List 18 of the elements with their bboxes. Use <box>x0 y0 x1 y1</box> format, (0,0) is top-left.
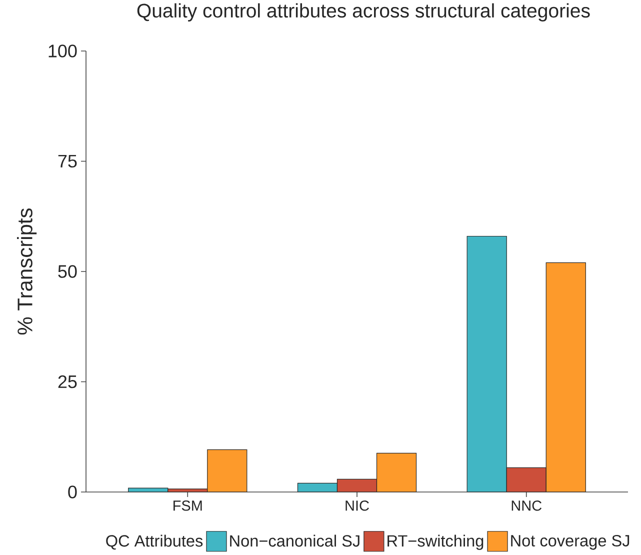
chart-title: Quality control attributes across structural categories <box>137 3 590 22</box>
bar <box>298 483 338 492</box>
bar <box>506 467 546 492</box>
y-axis-title: % Transcripts <box>17 208 37 335</box>
legend-label: Not coverage SJ <box>511 534 630 550</box>
bar <box>337 479 377 492</box>
legend-label: Non−canonical SJ <box>230 534 360 547</box>
legend-label: RT−switching <box>388 534 484 550</box>
y-tick-label: 50 <box>58 265 77 278</box>
y-tick-label: 100 <box>48 44 77 58</box>
y-tick-label: 0 <box>68 486 77 498</box>
x-tick-label: FSM <box>174 500 202 511</box>
x-tick-label: NNC <box>512 500 542 511</box>
bar <box>466 236 507 492</box>
x-tick-label: NIC <box>346 500 369 511</box>
y-tick-label: 25 <box>58 375 77 388</box>
y-tick-label: 75 <box>58 154 77 168</box>
legend-title: QC Attributes <box>106 534 203 550</box>
